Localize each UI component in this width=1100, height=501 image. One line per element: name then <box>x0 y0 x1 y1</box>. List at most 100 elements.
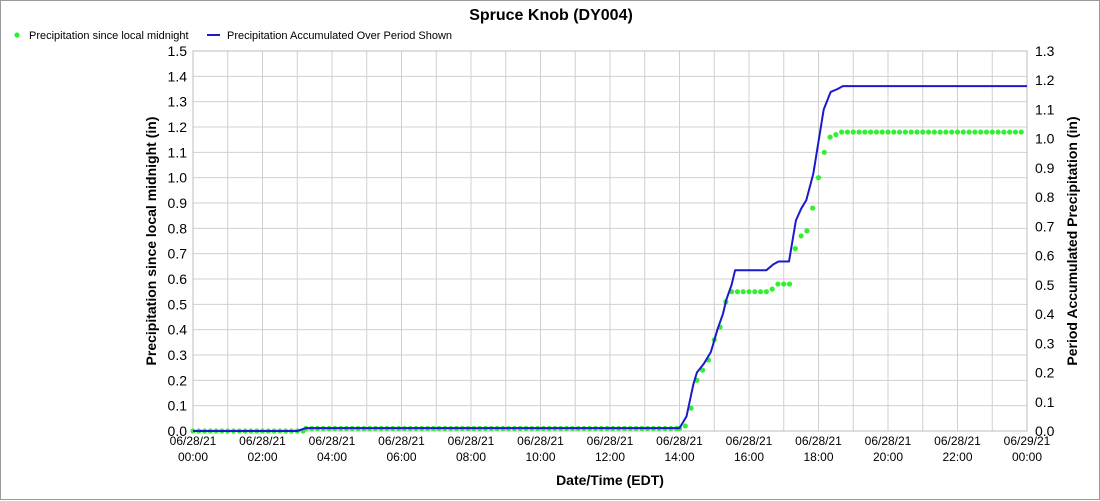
data-point <box>862 129 868 135</box>
y-tick-label-right: 1.1 <box>1035 101 1055 117</box>
y-tick-label-left: 1.0 <box>168 170 188 186</box>
x-tick-label-date: 06/29/21 <box>1004 434 1051 448</box>
data-point <box>931 129 937 135</box>
x-tick-label-date: 06/28/21 <box>587 434 634 448</box>
data-point <box>879 129 885 135</box>
y-tick-label-left: 0.2 <box>168 372 188 388</box>
x-tick-label-time: 14:00 <box>664 450 694 464</box>
grid-lines <box>193 51 1027 431</box>
x-tick-label-time: 12:00 <box>595 450 625 464</box>
y-tick-label-left: 0.3 <box>168 347 188 363</box>
y-tick-label-left: 0.6 <box>168 271 188 287</box>
data-point <box>827 134 833 140</box>
data-point <box>850 129 856 135</box>
chart-title: Spruce Knob (DY004) <box>469 7 633 24</box>
y-tick-label-right: 1.3 <box>1035 43 1055 59</box>
x-tick-label-time: 10:00 <box>525 450 555 464</box>
data-point <box>937 129 943 135</box>
data-point <box>775 281 781 287</box>
y-tick-label-right: 0.0 <box>1035 423 1055 439</box>
data-point <box>792 246 798 252</box>
data-point <box>873 129 880 135</box>
x-axis-title: Date/Time (EDT) <box>556 472 664 488</box>
data-point <box>896 129 903 135</box>
x-tick-label-date: 06/28/21 <box>448 434 495 448</box>
x-tick-label-time: 18:00 <box>803 450 833 464</box>
data-point <box>769 286 775 292</box>
data-point <box>920 129 926 135</box>
data-point <box>978 129 984 135</box>
data-point <box>972 129 978 135</box>
data-point <box>781 281 787 287</box>
data-point <box>833 132 839 138</box>
series-precip-since-midnight <box>190 129 1024 434</box>
x-tick-label-time: 08:00 <box>456 450 486 464</box>
data-point <box>995 129 1001 135</box>
data-point <box>810 205 816 211</box>
y-tick-label-right: 0.9 <box>1035 160 1055 176</box>
data-point <box>746 289 752 295</box>
legend-marker-precip-since-midnight <box>14 32 20 38</box>
data-point <box>757 289 764 295</box>
data-point <box>1012 129 1019 135</box>
data-point <box>1001 129 1007 135</box>
y-axis-title-right: Period Accumulated Precipitation (in) <box>1064 116 1080 365</box>
x-tick-label-time: 04:00 <box>317 450 347 464</box>
data-point <box>1018 129 1024 135</box>
data-point <box>902 129 908 135</box>
x-tick-label-time: 00:00 <box>1012 450 1042 464</box>
data-point <box>734 289 741 295</box>
x-tick-label-date: 06/28/21 <box>795 434 842 448</box>
x-tick-label-time: 22:00 <box>942 450 972 464</box>
x-tick-label-date: 06/28/21 <box>517 434 564 448</box>
y-tick-label-right: 0.3 <box>1035 335 1055 351</box>
legend-label-precip-accumulated: Precipitation Accumulated Over Period Sh… <box>227 30 452 42</box>
data-point <box>798 233 804 239</box>
series-precip-accumulated-line <box>193 85 1027 432</box>
x-tick-label-time: 16:00 <box>734 450 764 464</box>
data-point <box>815 175 822 181</box>
data-point <box>700 367 706 373</box>
data-point <box>960 129 966 135</box>
x-tick-label-date: 06/28/21 <box>239 434 286 448</box>
axis-ticks: 0.0 0.1 0.2 0.3 0.4 0.5 0.6 0.7 0.8 0.9 1.0 1.1 1.2 1… <box>168 43 1055 464</box>
y-tick-label-left: 0.1 <box>168 398 188 414</box>
data-point <box>786 281 793 287</box>
plot-area <box>192 50 1028 432</box>
data-point <box>949 129 955 135</box>
y-tick-label-right: 0.2 <box>1035 365 1055 381</box>
y-tick-label-left: 0.4 <box>168 322 188 338</box>
data-point <box>740 289 746 295</box>
y-tick-label-left: 0.9 <box>168 195 188 211</box>
y-tick-label-right: 0.4 <box>1035 306 1055 322</box>
data-point <box>688 405 694 411</box>
data-point <box>868 129 874 135</box>
data-point <box>983 129 990 135</box>
legend: Precipitation since local midnight Preci… <box>14 30 452 42</box>
y-tick-label-left: 1.4 <box>168 68 188 84</box>
data-point <box>954 129 961 135</box>
data-point <box>752 289 758 295</box>
y-tick-label-left: 1.2 <box>168 119 188 135</box>
data-point <box>682 423 688 429</box>
data-point <box>885 129 891 135</box>
x-tick-label-date: 06/28/21 <box>726 434 773 448</box>
data-point <box>908 129 914 135</box>
y-tick-label-right: 1.0 <box>1035 131 1055 147</box>
y-tick-label-right: 0.5 <box>1035 277 1055 293</box>
y-tick-label-right: 0.6 <box>1035 248 1055 264</box>
data-series <box>190 85 1027 434</box>
data-point <box>966 129 972 135</box>
y-tick-label-left: 1.3 <box>168 94 188 110</box>
y-axis-title-left: Precipitation since local midnight (in) <box>143 117 159 366</box>
x-tick-label-date: 06/28/21 <box>865 434 912 448</box>
data-point <box>763 289 769 295</box>
data-point <box>914 129 920 135</box>
y-tick-label-right: 0.1 <box>1035 394 1055 410</box>
data-point <box>925 129 932 135</box>
y-tick-label-left: 0.5 <box>168 296 188 312</box>
y-tick-label-left: 0.7 <box>168 246 188 262</box>
x-tick-label-time: 02:00 <box>247 450 277 464</box>
